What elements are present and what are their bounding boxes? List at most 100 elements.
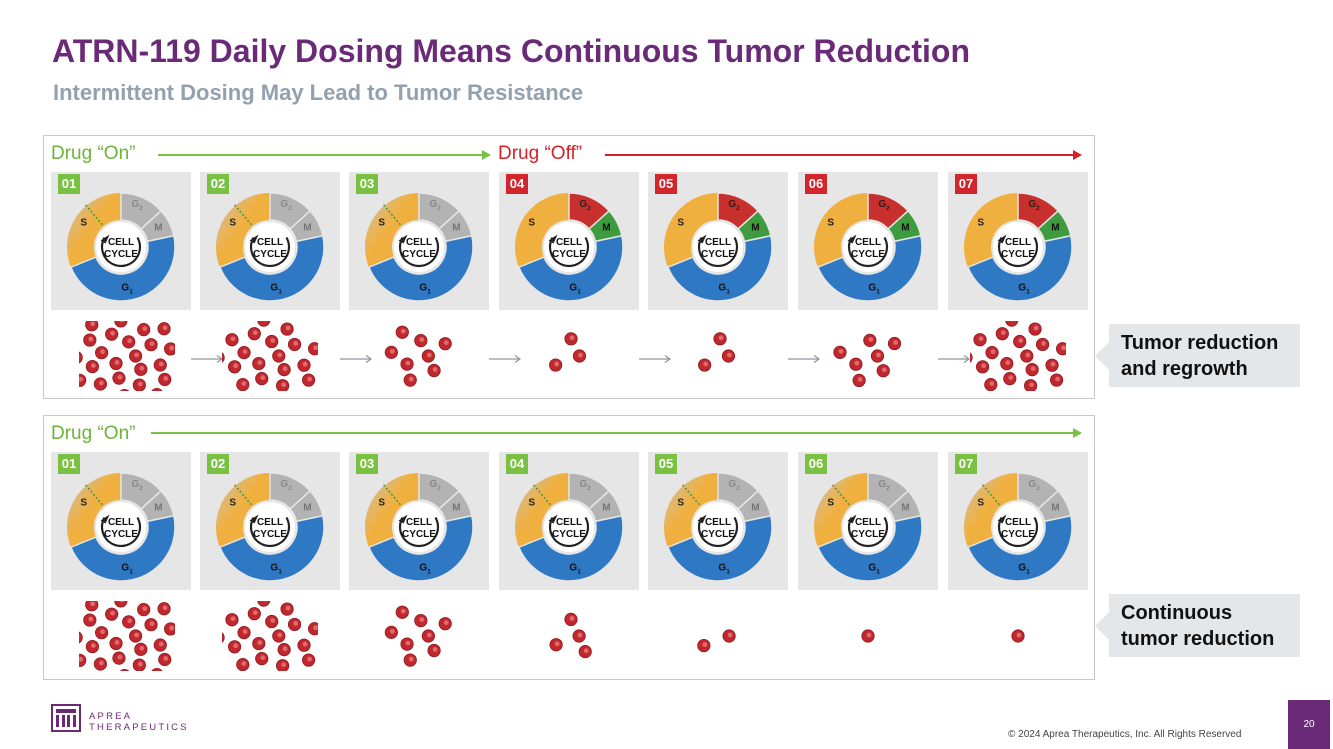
drug-on-label: Drug “On” [51, 423, 136, 444]
s-phase-segment [216, 193, 270, 268]
g2-phase-label: G2 [1028, 479, 1040, 492]
tumor-cell [438, 617, 452, 631]
tumor-cell [572, 629, 586, 643]
tumor-cell [237, 346, 251, 360]
s-phase-label: S [677, 218, 684, 229]
checkpoint-marker [831, 483, 850, 506]
tumor-cell [236, 378, 250, 391]
g2-phase-label: G2 [579, 479, 591, 492]
checkpoint-marker [233, 203, 252, 226]
s-phase-segment [365, 193, 419, 268]
g2-phase-label: G2 [429, 199, 441, 212]
m-phase-label: M [303, 502, 311, 513]
cycle-label-cell: CELL [108, 237, 134, 248]
tumor-cell [114, 601, 128, 608]
stage-07-tile: 07 CELL CYCLE S G2 M G1 [948, 452, 1088, 590]
tumor-cell [395, 605, 409, 619]
g1-phase-segment [966, 514, 1073, 582]
tumor-cell [549, 638, 563, 652]
cycle-label-cycle: CYCLE [552, 249, 586, 260]
tumor-cell [400, 357, 414, 371]
tumor-cell [134, 642, 148, 656]
tumor-cell [301, 373, 316, 387]
cycle-arrowhead [697, 514, 707, 524]
g1-phase-label: G1 [121, 563, 133, 576]
tumor-cell [970, 352, 973, 363]
tumor-cell-cluster [79, 601, 175, 671]
tumor-cell [137, 323, 151, 337]
tumor-cell [257, 321, 271, 327]
tumor-cell [144, 618, 158, 632]
g1-phase-segment [69, 234, 176, 302]
tumor-cell [1055, 342, 1066, 356]
tumor-cell [222, 632, 225, 643]
tumor-cell-cluster [384, 325, 452, 387]
tumor-cell [105, 327, 119, 341]
g1-phase-segment [816, 234, 923, 302]
tumor-cell [1045, 358, 1059, 372]
cycle-center [993, 502, 1043, 552]
cycle-arrow-icon [100, 236, 142, 268]
s-phase-label: S [229, 218, 236, 229]
tumor-cell-cluster [222, 321, 318, 391]
progression-arrow-icon [191, 355, 224, 363]
g1-phase-label: G1 [270, 563, 282, 576]
stage-number-badge: 07 [955, 174, 977, 194]
stage-number-badge: 05 [655, 174, 677, 194]
g1-phase-label: G1 [1018, 563, 1030, 576]
m-phase-label: M [1051, 502, 1059, 513]
tumor-cell [721, 349, 736, 363]
tumor-cell [109, 356, 123, 371]
m-phase-label: M [751, 222, 759, 233]
tumor-cell [975, 360, 990, 374]
cycle-label-cell: CELL [406, 237, 432, 248]
tumor-cell [421, 629, 435, 643]
cycle-label-cycle: CYCLE [1001, 529, 1035, 540]
m-phase-label: M [901, 502, 909, 513]
tumor-cell [876, 364, 890, 378]
g1-phase-label: G1 [121, 283, 133, 296]
drug-off-arrow-head [1073, 150, 1082, 160]
drug-off-label: Drug “Off” [498, 143, 583, 164]
tumor-cell [151, 387, 163, 391]
tumor-cell [153, 358, 167, 372]
tumor-cell [427, 363, 441, 378]
tumor-cell [297, 638, 311, 652]
tumor-cell [151, 667, 163, 671]
cycle-label-cell: CELL [257, 517, 283, 528]
tumor-cell [255, 372, 269, 386]
g2-phase-label: G2 [1028, 199, 1040, 212]
g2-phase-label: G2 [878, 479, 890, 492]
checkpoint-marker [382, 483, 401, 506]
tumor-cell-cluster [222, 601, 318, 671]
tumor-cell [93, 657, 107, 671]
tumor-cell [564, 332, 578, 346]
tumor-cell [403, 373, 417, 387]
checkpoint-marker [382, 203, 401, 226]
cycle-arrowhead [100, 234, 110, 244]
tumor-cell-cluster [549, 332, 587, 372]
m-phase-label: M [154, 222, 162, 233]
tumor-cell [1028, 322, 1042, 336]
tumor-cell [83, 613, 97, 627]
g1-phase-segment [517, 514, 624, 582]
s-phase-label: S [378, 498, 385, 509]
cycle-arrow-icon [697, 236, 739, 268]
cycle-arrowhead [997, 514, 1007, 524]
tumor-cell [403, 653, 417, 667]
cycle-center [96, 502, 146, 552]
tumor-cell [272, 629, 286, 643]
cycle-arrow-icon [997, 236, 1039, 268]
tumor-cell [1003, 372, 1017, 386]
tumor-cell [122, 615, 136, 629]
stage-number-badge: 07 [955, 454, 977, 474]
cycle-arrow-icon [847, 236, 889, 268]
cycle-arrow-icon [398, 236, 440, 268]
s-phase-label: S [80, 218, 87, 229]
tumor-cell [833, 345, 847, 359]
tumor-cell [307, 622, 318, 636]
